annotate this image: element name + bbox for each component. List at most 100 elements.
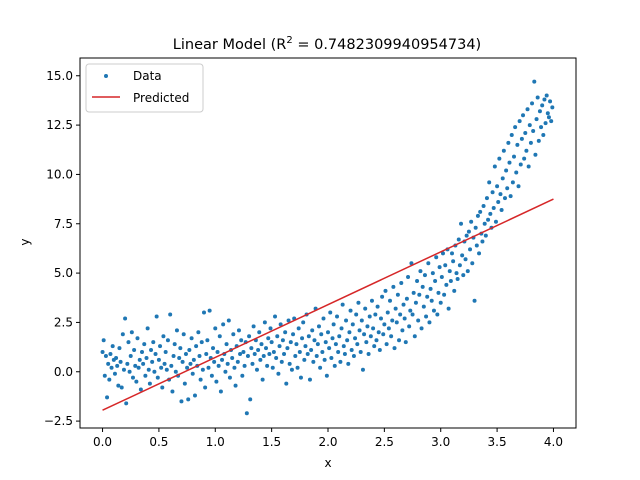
data-point bbox=[351, 353, 356, 358]
data-point bbox=[394, 320, 399, 325]
data-point bbox=[287, 361, 292, 366]
data-point bbox=[179, 399, 184, 404]
data-point bbox=[474, 243, 479, 248]
data-point bbox=[531, 129, 536, 134]
data-point bbox=[532, 79, 537, 84]
y-tick-label: 15.0 bbox=[46, 69, 73, 83]
data-point bbox=[522, 156, 527, 161]
data-point bbox=[256, 348, 261, 353]
data-point bbox=[260, 377, 265, 382]
data-point bbox=[115, 363, 120, 368]
data-point bbox=[138, 387, 143, 392]
data-point bbox=[358, 350, 363, 355]
data-point bbox=[321, 316, 326, 321]
data-point bbox=[235, 359, 240, 364]
data-point bbox=[262, 320, 267, 325]
data-point bbox=[463, 257, 468, 262]
data-point bbox=[545, 111, 550, 116]
data-point bbox=[296, 326, 301, 331]
data-point bbox=[500, 176, 505, 181]
data-point bbox=[318, 365, 323, 370]
data-point bbox=[240, 373, 245, 378]
data-point bbox=[163, 350, 168, 355]
data-point bbox=[137, 357, 142, 362]
data-point bbox=[350, 322, 355, 327]
data-point bbox=[285, 346, 290, 351]
data-point bbox=[161, 334, 166, 339]
data-point bbox=[486, 217, 491, 222]
data-point bbox=[541, 132, 546, 137]
data-point bbox=[357, 328, 362, 333]
y-tick-label: −2.5 bbox=[44, 414, 73, 428]
x-tick-label: 0.0 bbox=[93, 435, 112, 449]
data-point bbox=[430, 271, 435, 276]
data-point bbox=[230, 355, 235, 360]
data-point bbox=[378, 316, 383, 321]
x-tick-label: 4.0 bbox=[544, 435, 563, 449]
data-point bbox=[118, 359, 123, 364]
data-point bbox=[408, 308, 413, 313]
data-point bbox=[117, 346, 122, 351]
legend: Data Predicted bbox=[85, 63, 204, 113]
data-point bbox=[185, 365, 190, 370]
data-point bbox=[544, 93, 549, 98]
data-point bbox=[431, 308, 436, 313]
data-point bbox=[280, 338, 285, 343]
data-point bbox=[428, 286, 433, 291]
data-point bbox=[327, 346, 332, 351]
data-point bbox=[183, 352, 188, 356]
data-point bbox=[483, 233, 488, 238]
data-point bbox=[521, 113, 526, 118]
data-point bbox=[136, 365, 141, 370]
data-point bbox=[251, 324, 256, 329]
data-point bbox=[347, 330, 352, 335]
y-tick-label: 7.5 bbox=[54, 217, 73, 231]
data-point bbox=[295, 365, 300, 370]
data-point bbox=[223, 369, 228, 374]
data-point bbox=[267, 352, 272, 356]
data-point bbox=[129, 330, 134, 335]
data-point bbox=[300, 336, 305, 341]
legend-label-predicted: Predicted bbox=[133, 91, 189, 105]
data-point bbox=[356, 300, 361, 305]
data-point bbox=[266, 336, 271, 341]
data-point bbox=[526, 164, 531, 169]
data-point bbox=[395, 292, 400, 297]
data-point bbox=[397, 338, 402, 343]
data-point bbox=[372, 344, 377, 349]
data-point bbox=[289, 367, 294, 372]
data-point bbox=[170, 389, 175, 394]
data-point bbox=[424, 314, 429, 319]
data-point bbox=[172, 342, 177, 347]
y-tick-label: 10.0 bbox=[46, 167, 73, 181]
data-point bbox=[214, 379, 219, 384]
data-point bbox=[402, 316, 407, 321]
data-point bbox=[241, 350, 246, 355]
data-point bbox=[212, 359, 217, 364]
data-point bbox=[456, 237, 461, 242]
data-point bbox=[232, 365, 237, 370]
data-point bbox=[133, 363, 138, 368]
data-point bbox=[374, 338, 379, 343]
data-point bbox=[279, 359, 284, 364]
data-point bbox=[437, 265, 442, 270]
data-point bbox=[473, 225, 478, 230]
data-point bbox=[102, 373, 107, 378]
data-point bbox=[225, 361, 230, 366]
data-point bbox=[205, 338, 210, 343]
data-point bbox=[252, 352, 257, 356]
data-point bbox=[224, 342, 229, 347]
data-point bbox=[283, 330, 288, 335]
data-point bbox=[386, 326, 391, 331]
data-point bbox=[484, 196, 489, 201]
data-point bbox=[298, 375, 303, 380]
data-point bbox=[364, 340, 369, 345]
data-point bbox=[508, 194, 513, 199]
data-point bbox=[389, 334, 394, 339]
data-point bbox=[216, 363, 221, 368]
data-point bbox=[174, 328, 179, 333]
data-point bbox=[221, 322, 226, 327]
data-point bbox=[239, 338, 244, 343]
data-point bbox=[236, 328, 241, 333]
